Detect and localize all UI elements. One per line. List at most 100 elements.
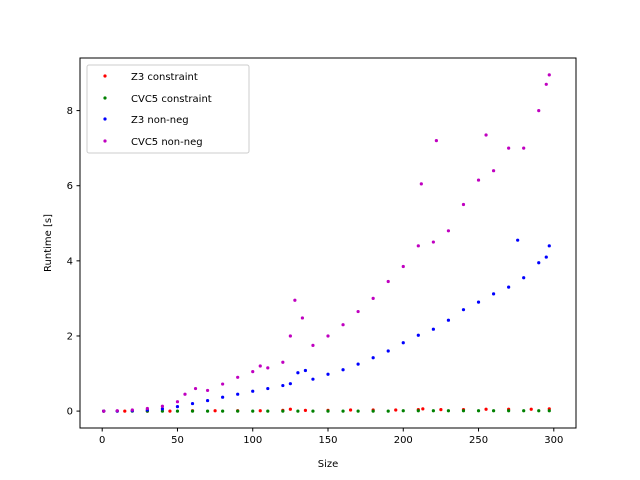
z3-constraint-point xyxy=(348,408,353,412)
cvc5-constraint-point xyxy=(522,409,526,413)
x-tick-label: 0 xyxy=(99,435,105,446)
cvc5-non-neg-point xyxy=(193,386,198,391)
z3-non-neg-point xyxy=(341,368,345,372)
cvc5-constraint-point xyxy=(175,409,180,413)
cvc5-constraint-point xyxy=(236,409,240,413)
cvc5-non-neg-point xyxy=(401,264,405,269)
cvc5-constraint-point xyxy=(160,409,165,413)
z3-non-neg-point xyxy=(516,238,520,242)
z3-non-neg-point xyxy=(326,372,330,376)
cvc5-constraint-point xyxy=(507,409,511,413)
z3-non-neg-point xyxy=(386,349,390,353)
cvc5-constraint-point xyxy=(386,409,390,413)
cvc5-constraint-point xyxy=(547,409,551,413)
cvc5-non-neg-point xyxy=(484,133,488,137)
legend: Z3 constraint CVC5 constraint Z3 non-neg… xyxy=(86,64,250,154)
z3-constraint-point xyxy=(529,407,533,411)
cvc5-non-neg-point xyxy=(266,366,270,370)
z3-non-neg-point xyxy=(522,276,526,280)
z3-non-neg-point xyxy=(476,300,481,304)
cvc5-non-neg-point xyxy=(160,404,165,408)
z3-non-neg-point xyxy=(544,255,548,259)
legend-label-cvc5-constraint: CVC5 constraint xyxy=(131,94,212,105)
cvc5-constraint-point xyxy=(221,409,225,413)
y-axis-ticks: 0 2 4 6 8 xyxy=(67,106,80,418)
cvc5-constraint-point xyxy=(266,409,270,413)
cvc5-non-neg-point xyxy=(251,370,255,374)
x-tick-label: 50 xyxy=(171,435,184,446)
cvc5-non-neg-point xyxy=(183,392,187,396)
z3-non-neg-point xyxy=(266,386,270,391)
cvc5-non-neg-point xyxy=(221,382,225,386)
x-tick-label: 100 xyxy=(243,435,262,446)
z3-constraint-point xyxy=(213,409,217,413)
z3-non-neg-point xyxy=(288,382,292,386)
z3-constraint-point xyxy=(394,408,398,412)
cvc5-constraint-point xyxy=(356,409,360,413)
cvc5-non-neg-point xyxy=(547,73,551,77)
legend-label-z3-constraint: Z3 constraint xyxy=(131,72,198,83)
y-tick-label: 6 xyxy=(67,181,73,192)
z3-constraint-point xyxy=(168,409,172,413)
y-tick-label: 0 xyxy=(67,407,73,418)
z3-non-neg-point xyxy=(303,368,308,373)
z3-non-neg-point xyxy=(160,407,165,411)
cvc5-non-neg-point xyxy=(356,309,360,314)
cvc5-non-neg-point xyxy=(281,360,285,364)
z3-non-neg-point xyxy=(175,404,180,409)
z3-constraint-point xyxy=(303,408,308,412)
z3-non-neg-point xyxy=(311,377,315,381)
z3-non-neg-point xyxy=(281,383,285,388)
x-axis-ticks: 0 50 100 150 200 250 300 xyxy=(99,428,563,446)
cvc5-non-neg-point xyxy=(371,296,375,301)
cvc5-non-neg-point xyxy=(491,169,496,173)
cvc5-constraint-point xyxy=(190,409,195,413)
legend-marker-z3-constraint xyxy=(103,74,107,78)
cvc5-constraint-point xyxy=(371,409,375,413)
cvc5-non-neg-point xyxy=(175,400,180,404)
cvc5-non-neg-point xyxy=(145,406,149,411)
cvc5-constraint-point xyxy=(491,409,496,413)
cvc5-non-neg-point xyxy=(288,334,292,338)
cvc5-constraint-point xyxy=(251,409,255,413)
y-tick-label: 2 xyxy=(67,331,73,342)
z3-non-neg-point xyxy=(446,318,451,322)
z3-non-neg-point xyxy=(251,389,255,393)
z3-non-neg-point xyxy=(371,356,375,360)
z3-non-neg-point xyxy=(356,362,360,366)
cvc5-non-neg-point xyxy=(130,408,134,412)
cvc5-constraint-point xyxy=(446,409,451,413)
x-tick-label: 200 xyxy=(394,435,413,446)
cvc5-non-neg-point xyxy=(419,182,423,186)
z3-non-neg-point xyxy=(547,244,551,248)
z3-non-neg-point xyxy=(296,371,300,375)
cvc5-constraint-point xyxy=(461,409,466,413)
cvc5-non-neg-point xyxy=(522,146,526,150)
z3-non-neg-point xyxy=(537,261,541,265)
z3-constraint-point xyxy=(421,407,425,411)
cvc5-constraint-point xyxy=(537,409,541,413)
cvc5-constraint-point xyxy=(311,409,315,413)
z3-non-neg-point xyxy=(491,292,496,296)
cvc5-non-neg-point xyxy=(434,139,438,143)
cvc5-non-neg-point xyxy=(311,343,315,347)
cvc5-non-neg-point xyxy=(341,323,345,327)
z3-non-neg-point xyxy=(401,341,405,345)
cvc5-non-neg-point xyxy=(461,202,466,207)
z3-non-neg-point xyxy=(461,308,466,312)
z3-constraint-point xyxy=(258,409,262,413)
cvc5-non-neg-point xyxy=(431,240,435,244)
cvc5-constraint-point xyxy=(341,409,345,413)
cvc5-constraint-point xyxy=(401,409,405,413)
x-tick-label: 250 xyxy=(469,435,488,446)
legend-frame xyxy=(86,64,250,154)
cvc5-constraint-point xyxy=(326,409,330,413)
cvc5-non-neg-point xyxy=(446,229,451,233)
x-tick-label: 150 xyxy=(318,435,337,446)
y-tick-label: 4 xyxy=(67,256,73,267)
cvc5-non-neg-point xyxy=(102,409,106,413)
cvc5-non-neg-point xyxy=(300,316,305,320)
legend-marker-z3-non-neg xyxy=(103,117,107,121)
cvc5-constraint-point xyxy=(431,409,435,413)
